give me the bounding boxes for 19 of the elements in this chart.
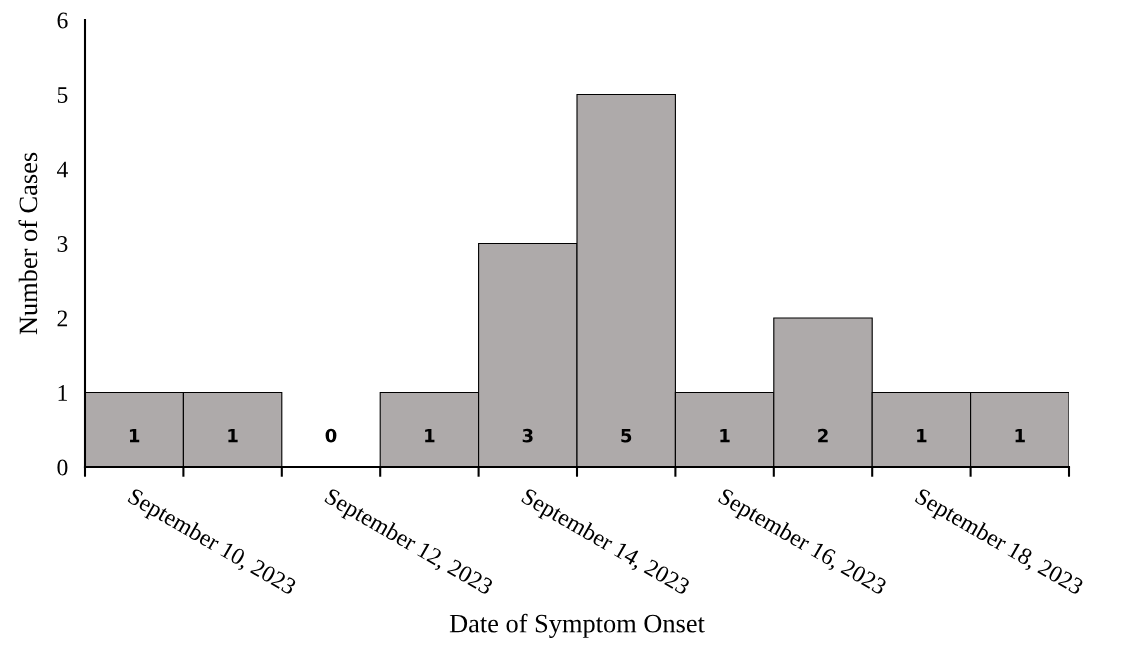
data-label: 5 <box>621 429 632 443</box>
data-label: 1 <box>129 429 140 443</box>
y-tick-label: 0 <box>57 459 68 476</box>
y-tick-label: 6 <box>57 12 68 29</box>
y-tick-label: 1 <box>58 385 67 401</box>
data-label: 1 <box>425 429 435 443</box>
y-axis-title: Number of Cases <box>18 152 38 335</box>
y-tick-label: 5 <box>57 87 68 103</box>
data-label: 1 <box>917 429 927 443</box>
y-tick-label: 3 <box>57 236 68 252</box>
data-label: 0 <box>325 428 337 443</box>
data-label: 1 <box>228 429 238 443</box>
data-label: 1 <box>1015 429 1025 443</box>
data-label: 3 <box>522 428 533 443</box>
x-axis-title: Date of Symptom Onset <box>449 613 705 638</box>
y-tick-label: 4 <box>56 161 68 178</box>
data-label: 2 <box>818 428 828 443</box>
y-tick-label: 2 <box>57 310 68 327</box>
data-label: 1 <box>720 429 730 443</box>
